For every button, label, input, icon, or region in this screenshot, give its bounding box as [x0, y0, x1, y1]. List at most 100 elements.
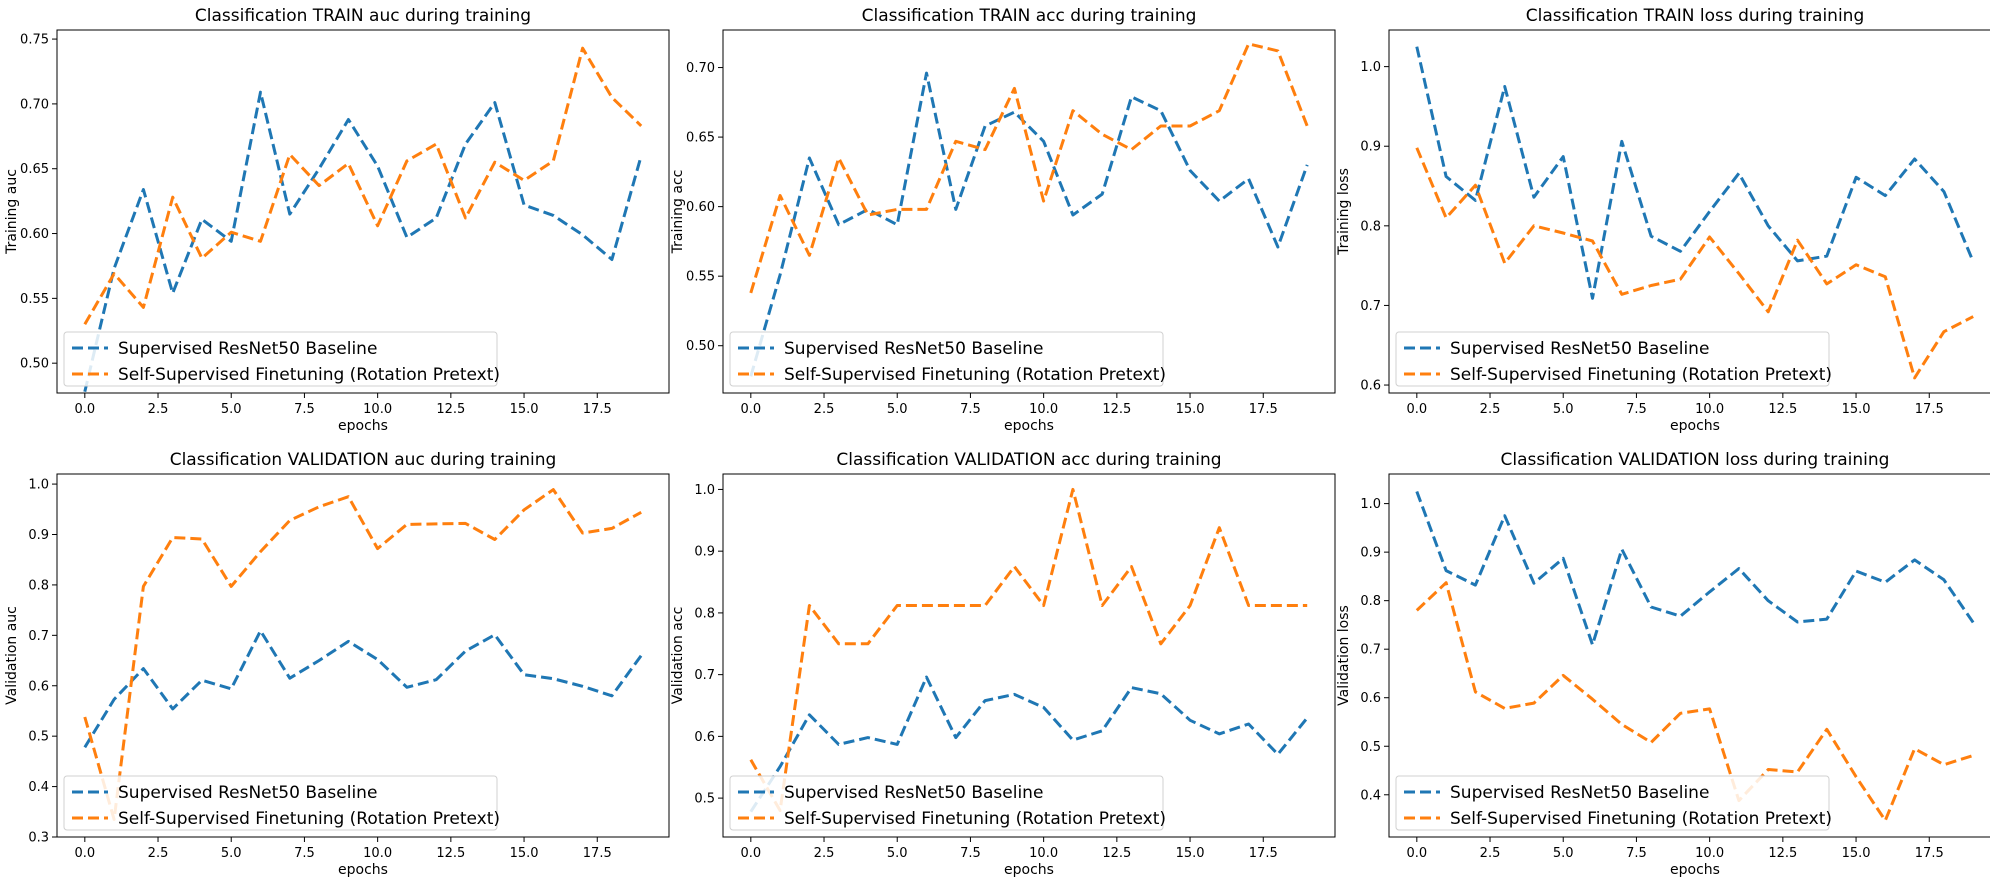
x-axis-label: epochs: [1670, 418, 1720, 434]
y-tick-label: 0.8: [1360, 219, 1381, 234]
x-tick-label: 15.0: [1842, 846, 1871, 861]
legend: Supervised ResNet50 Baseline Self-Supervi…: [63, 775, 500, 831]
y-tick-label: 0.4: [28, 780, 49, 795]
chart-panel-2: Classification TRAIN acc during training…: [670, 6, 1336, 434]
y-tick-label: 0.9: [1360, 546, 1381, 561]
x-tick-label: 7.5: [294, 402, 315, 417]
x-tick-label: 12.5: [1768, 846, 1797, 861]
x-axis-label: epochs: [1670, 862, 1720, 878]
x-tick-label: 17.5: [1249, 402, 1278, 417]
x-tick-label: 2.5: [1480, 846, 1501, 861]
y-axis-label: Validation loss: [1336, 605, 1352, 706]
x-tick-label: 17.5: [583, 846, 612, 861]
y-tick-label: 0.9: [1360, 140, 1381, 155]
y-tick-label: 0.6: [1360, 379, 1381, 394]
legend-entry: Supervised ResNet50 Baseline: [1450, 339, 1709, 359]
y-tick-label: 0.55: [686, 270, 715, 285]
legend-entry: Supervised ResNet50 Baseline: [1450, 783, 1709, 803]
y-tick-label: 0.7: [1360, 299, 1381, 314]
legend-box: [729, 331, 1164, 387]
x-tick-label: 15.0: [1842, 402, 1871, 417]
legend-entry: Self-Supervised Finetuning (Rotation Pre…: [784, 809, 1166, 829]
x-tick-label: 12.5: [1768, 402, 1797, 417]
legend: Supervised ResNet50 Baseline Self-Supervi…: [729, 775, 1166, 831]
x-tick-label: 0.0: [740, 402, 761, 417]
legend-entry: Self-Supervised Finetuning (Rotation Pre…: [1450, 365, 1832, 385]
y-tick-label: 0.70: [20, 97, 49, 112]
y-tick-label: 0.9: [28, 528, 49, 543]
plot-frame: [56, 29, 670, 394]
series-line-self-supervised: [83, 488, 642, 821]
x-tick-label: 0.0: [740, 846, 761, 861]
y-tick-label: 1.0: [694, 483, 715, 498]
chart-title: Classification TRAIN loss during trainin…: [1526, 6, 1865, 26]
y-tick-label: 0.6: [28, 679, 49, 694]
legend-box: [63, 775, 498, 831]
y-tick-label: 0.70: [686, 61, 715, 76]
legend-entry: Self-Supervised Finetuning (Rotation Pre…: [784, 365, 1166, 385]
y-tick-label: 1.0: [28, 478, 49, 493]
chart-panel-1: Classification TRAIN auc during training…: [4, 6, 670, 434]
y-tick-label: 0.8: [694, 606, 715, 621]
x-tick-label: 10.0: [363, 846, 392, 861]
series-line-baseline: [749, 71, 1309, 377]
x-axis-label: epochs: [338, 418, 388, 434]
x-tick-label: 5.0: [887, 846, 908, 861]
x-tick-label: 5.0: [1553, 846, 1574, 861]
x-tick-label: 12.5: [1102, 846, 1131, 861]
x-tick-label: 2.5: [148, 846, 169, 861]
legend-box: [729, 775, 1164, 831]
y-tick-label: 0.60: [686, 200, 715, 215]
legend-entry: Supervised ResNet50 Baseline: [118, 783, 377, 803]
series-line-self-supervised: [83, 46, 643, 326]
x-axis-label: epochs: [1004, 418, 1054, 434]
legend: Supervised ResNet50 Baseline Self-Supervi…: [729, 331, 1166, 387]
legend-entry: Supervised ResNet50 Baseline: [784, 339, 1043, 359]
x-tick-label: 7.5: [1626, 846, 1647, 861]
legend-entry: Self-Supervised Finetuning (Rotation Pre…: [118, 365, 500, 385]
y-tick-label: 0.6: [1360, 691, 1381, 706]
y-tick-label: 0.75: [20, 33, 49, 48]
x-tick-label: 2.5: [148, 402, 169, 417]
x-tick-label: 0.0: [74, 402, 95, 417]
y-axis-label: Validation auc: [4, 606, 20, 705]
chart-title: Classification VALIDATION loss during tr…: [1501, 450, 1890, 470]
x-tick-label: 0.0: [74, 846, 95, 861]
legend-box: [63, 331, 498, 387]
x-tick-label: 2.5: [814, 846, 835, 861]
x-tick-label: 17.5: [1915, 402, 1944, 417]
x-tick-label: 10.0: [1029, 402, 1058, 417]
x-tick-label: 17.5: [1249, 846, 1278, 861]
x-tick-label: 7.5: [960, 402, 981, 417]
y-tick-label: 0.4: [1360, 788, 1381, 803]
x-tick-label: 0.0: [1406, 846, 1427, 861]
x-tick-label: 10.0: [363, 402, 392, 417]
legend: Supervised ResNet50 Baseline Self-Supervi…: [63, 331, 500, 387]
legend-entry: Supervised ResNet50 Baseline: [784, 783, 1043, 803]
series-line-self-supervised: [749, 487, 1308, 812]
x-tick-label: 2.5: [1480, 402, 1501, 417]
chart-panel-5: Classification VALIDATION acc during tra…: [670, 450, 1336, 878]
x-tick-label: 10.0: [1029, 846, 1058, 861]
x-axis-label: epochs: [1004, 862, 1054, 878]
y-tick-label: 0.50: [20, 357, 49, 372]
chart-panel-3: Classification TRAIN loss during trainin…: [1336, 6, 1990, 434]
legend: Supervised ResNet50 Baseline Self-Supervi…: [1395, 775, 1832, 831]
x-tick-label: 15.0: [1176, 846, 1205, 861]
plot-frame: [722, 29, 1336, 394]
x-tick-label: 0.0: [1406, 402, 1427, 417]
x-tick-label: 12.5: [436, 846, 465, 861]
plot-frame: [1388, 29, 1990, 394]
x-tick-label: 15.0: [510, 402, 539, 417]
x-tick-label: 7.5: [294, 846, 315, 861]
y-tick-label: 0.8: [1360, 594, 1381, 609]
legend-box: [1395, 331, 1830, 387]
x-tick-label: 2.5: [814, 402, 835, 417]
legend: Supervised ResNet50 Baseline Self-Supervi…: [1395, 331, 1832, 387]
y-tick-label: 0.50: [686, 339, 715, 354]
chart-panel-4: Classification VALIDATION auc during tra…: [4, 450, 670, 878]
legend-box: [1395, 775, 1830, 831]
y-tick-label: 0.5: [28, 730, 49, 745]
series-line-baseline: [1415, 46, 1975, 300]
